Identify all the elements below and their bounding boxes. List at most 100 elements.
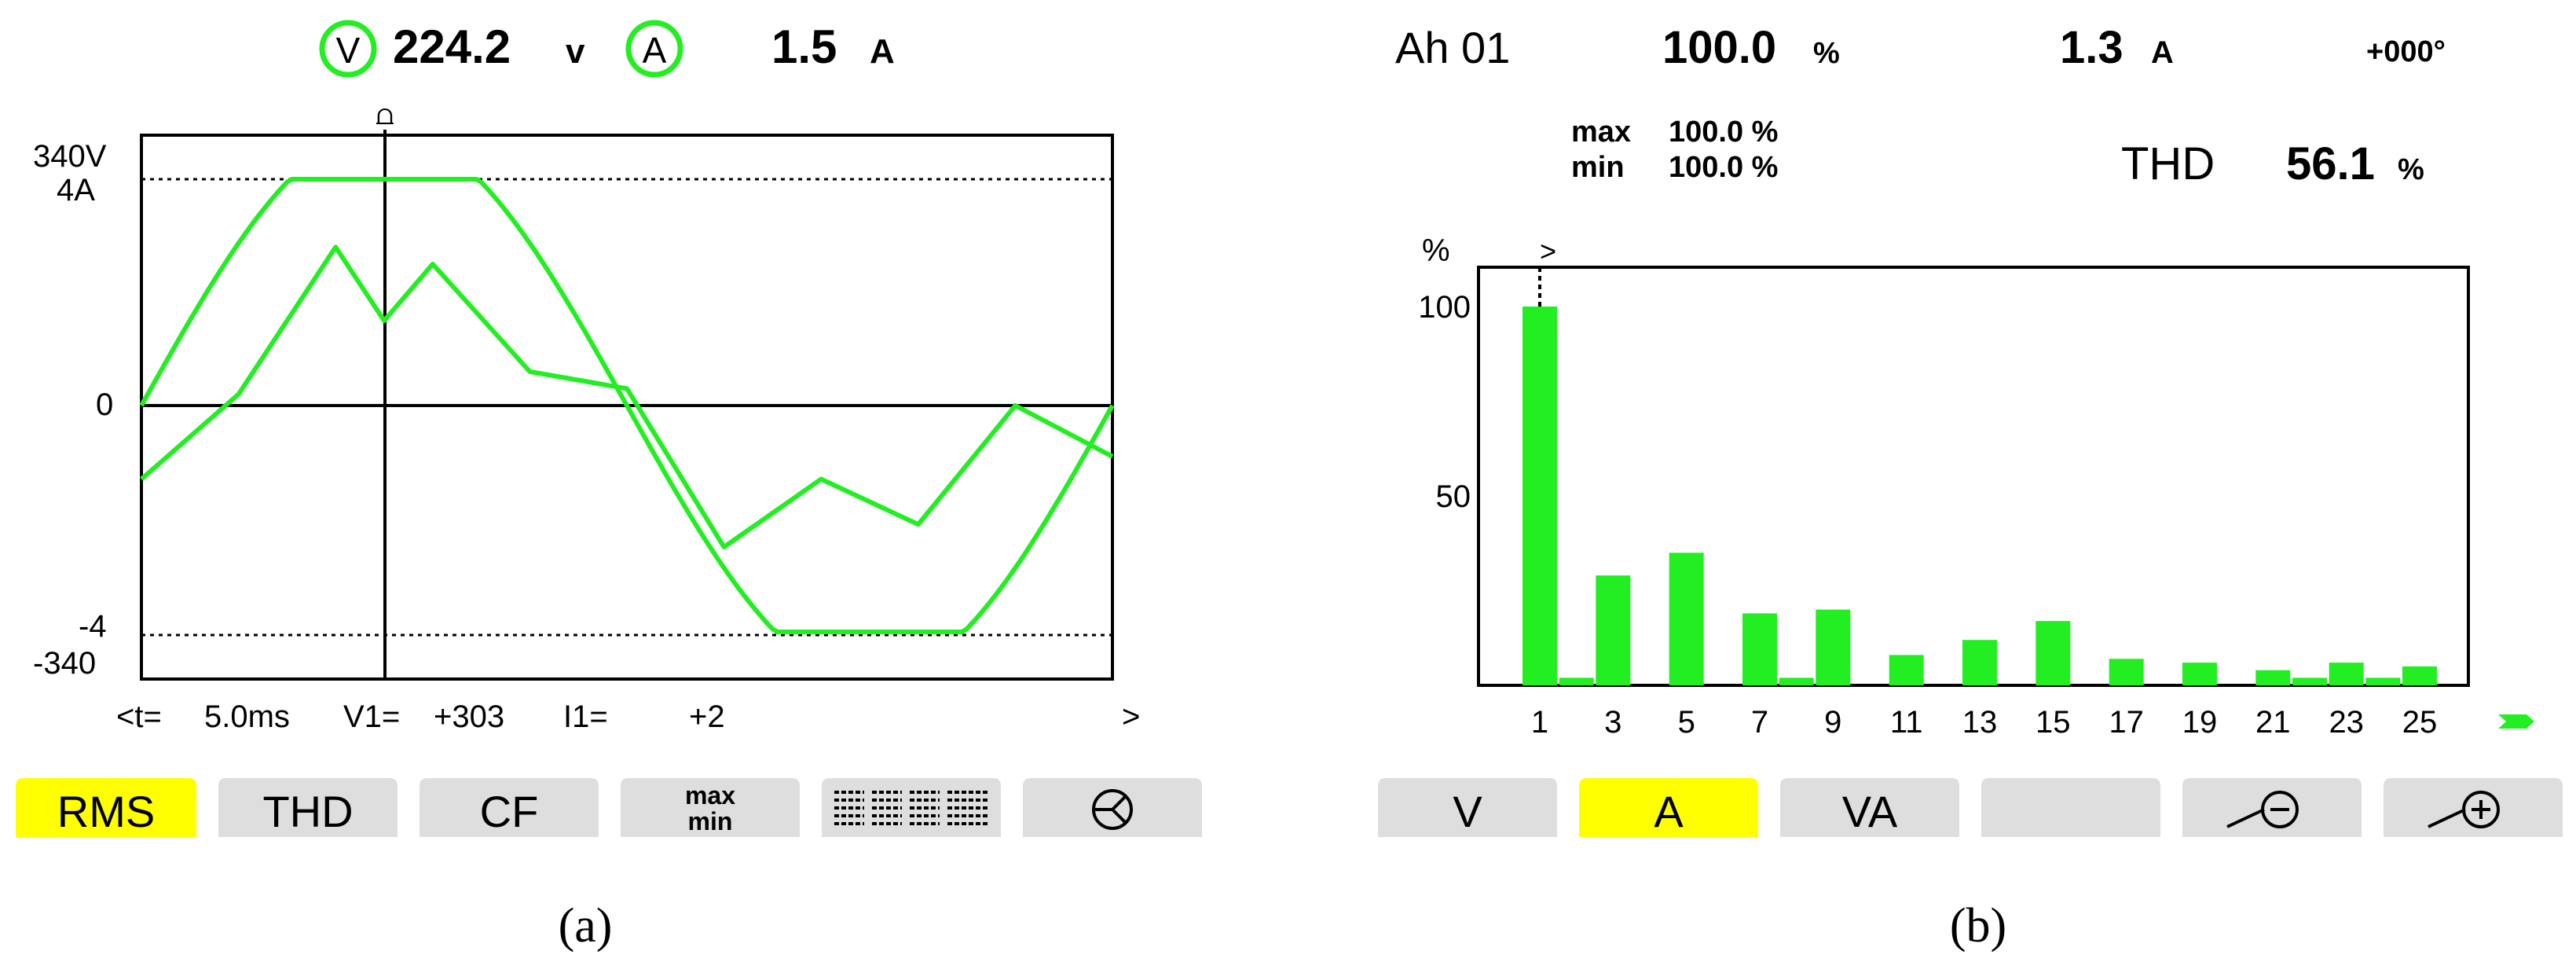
- rms-button[interactable]: RMS: [16, 778, 196, 837]
- harmonic-bars-button[interactable]: [822, 778, 1001, 837]
- max-value: 100.0 %: [1669, 116, 1778, 149]
- voltage-trace: [139, 177, 1115, 634]
- x-tick-21: 21: [2255, 705, 2291, 740]
- y-label-top-volts: 340V: [33, 139, 107, 174]
- harmonic-order-label: Ah 01: [1395, 23, 1510, 72]
- readout-time-label: <t=: [116, 699, 162, 734]
- x-tick-1: 1: [1531, 705, 1548, 740]
- harmonic-phase-value: +000°: [2366, 35, 2446, 68]
- thd-unit: %: [2398, 153, 2424, 186]
- power-mode-button[interactable]: VA: [1780, 778, 1959, 837]
- panel-b: Ah 01 100.0 % 1.3 A +000° max 100.0 % mi…: [1378, 22, 2563, 953]
- voltage-value: 224.2: [393, 20, 511, 73]
- readout-time-value: 5.0ms: [204, 699, 290, 734]
- spectrum-y-ticks: 100 50: [1418, 290, 1471, 514]
- current-unit: A: [870, 32, 895, 71]
- current-mode-button[interactable]: A: [1579, 778, 1758, 837]
- spectrum-bars: [1523, 307, 2437, 685]
- x-tick-3: 3: [1604, 705, 1621, 740]
- max-label: max: [1571, 116, 1631, 149]
- scroll-right-arrow-icon[interactable]: [2498, 714, 2534, 729]
- y-label-bottom-volts: -340: [33, 646, 96, 681]
- voltage-icon-label: V: [336, 30, 361, 71]
- x-tick-25: 25: [2402, 705, 2438, 740]
- harmonic-bar-11[interactable]: [1889, 655, 1924, 685]
- spectrum-x-ticks: 1 3 5 7 9 11 13 15 17 19 21 23 25: [1531, 705, 2437, 740]
- voltage-mode-label: V: [1453, 787, 1482, 836]
- y-axis-unit: %: [1422, 233, 1450, 268]
- min-value: 100.0 %: [1669, 151, 1778, 184]
- harmonic-bar-9[interactable]: [1816, 609, 1851, 685]
- x-tick-13: 13: [1962, 705, 1998, 740]
- caption-b: (b): [1950, 899, 2006, 953]
- y-label-zero: 0: [96, 387, 113, 422]
- harmonic-bar-25[interactable]: [2402, 666, 2437, 685]
- harmonic-bar-3[interactable]: [1596, 575, 1631, 685]
- panel-a: V 224.2 v A 1.5 A ⩍ 340V 4A 0 -4 -340 <t…: [16, 20, 1202, 953]
- zoom-in-button[interactable]: [2384, 778, 2563, 837]
- harmonic-bar-17[interactable]: [2109, 659, 2144, 685]
- harmonic-cursor-marker: >: [1540, 235, 1556, 267]
- x-tick-7: 7: [1751, 705, 1768, 740]
- rms-button-label: RMS: [57, 787, 155, 836]
- harmonic-bar-19[interactable]: [2182, 663, 2217, 685]
- zoom-out-button[interactable]: [2182, 778, 2362, 837]
- voltage-mode-button[interactable]: V: [1378, 778, 1557, 837]
- current-mode-label: A: [1654, 787, 1684, 836]
- harmonic-percent-unit: %: [1813, 37, 1840, 70]
- harmonic-bar-13[interactable]: [1962, 640, 1997, 685]
- y-tick-100: 100: [1418, 290, 1471, 325]
- current-value: 1.5: [771, 20, 837, 73]
- harmonic-bar-22[interactable]: [2292, 677, 2327, 685]
- x-tick-15: 15: [2036, 705, 2071, 740]
- zoom-out-icon: [2226, 791, 2299, 828]
- readout-next-arrow[interactable]: >: [1122, 699, 1140, 734]
- harmonic-bar-5[interactable]: [1669, 553, 1704, 685]
- current-trace: [140, 244, 1114, 549]
- readout-voltage-label: V1=: [343, 699, 400, 734]
- cf-button-label: CF: [480, 787, 539, 836]
- x-tick-17: 17: [2109, 705, 2144, 740]
- harmonic-bar-23[interactable]: [2329, 663, 2364, 685]
- x-tick-11: 11: [1890, 705, 1923, 740]
- readout-current-value: +2: [689, 699, 725, 734]
- harmonic-bar-2[interactable]: [1559, 677, 1594, 685]
- power-mode-label: VA: [1842, 787, 1898, 836]
- thd-button-label: THD: [262, 787, 353, 836]
- blank-button[interactable]: [1981, 778, 2160, 837]
- harmonic-bar-21[interactable]: [2255, 670, 2291, 685]
- readout-voltage-value: +303: [434, 699, 504, 734]
- cursor-marker: ⩍: [376, 98, 394, 130]
- max-min-button[interactable]: max min: [621, 778, 800, 837]
- voltage-icon: [319, 20, 377, 78]
- y-label-bottom-amps: -4: [79, 609, 107, 644]
- max-min-button-bottom: min: [688, 807, 733, 835]
- voltage-unit: v: [566, 32, 585, 71]
- current-icon: [625, 20, 683, 78]
- harmonic-bar-8[interactable]: [1779, 677, 1814, 685]
- x-tick-9: 9: [1824, 705, 1841, 740]
- current-icon-label: A: [643, 30, 667, 71]
- harmonic-bar-15[interactable]: [2036, 621, 2071, 685]
- x-tick-5: 5: [1678, 705, 1695, 740]
- harmonic-bar-1[interactable]: [1523, 307, 1557, 685]
- phasor-icon: [1092, 789, 1133, 830]
- cf-button[interactable]: CF: [420, 778, 599, 837]
- y-tick-50: 50: [1436, 479, 1471, 514]
- thd-button[interactable]: THD: [218, 778, 398, 837]
- zoom-in-icon: [2428, 791, 2500, 828]
- x-tick-19: 19: [2182, 705, 2218, 740]
- readout-current-label: I1=: [563, 699, 608, 734]
- harmonic-bar-7[interactable]: [1742, 613, 1777, 685]
- caption-a: (a): [559, 899, 613, 953]
- harmonic-amps-unit: A: [2151, 35, 2174, 70]
- max-min-button-top: max: [685, 781, 735, 810]
- bars-icon: [834, 791, 988, 825]
- min-label: min: [1571, 151, 1625, 184]
- phasor-button[interactable]: [1023, 778, 1202, 837]
- harmonic-bar-24[interactable]: [2365, 677, 2401, 685]
- thd-value: 56.1: [2286, 138, 2375, 189]
- thd-label: THD: [2121, 138, 2215, 189]
- y-label-top-amps: 4A: [57, 173, 95, 207]
